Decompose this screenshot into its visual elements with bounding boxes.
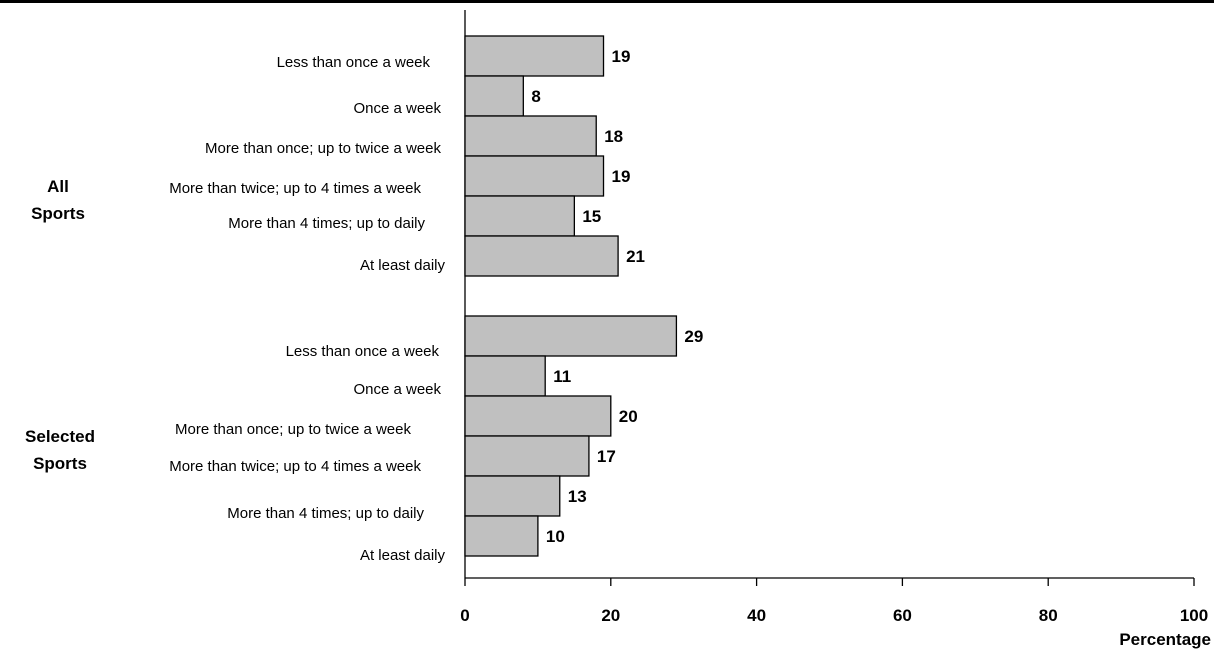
- category-label: More than once; up to twice a week: [175, 421, 411, 438]
- data-label: 11: [553, 367, 571, 386]
- category-label: More than twice; up to 4 times a week: [169, 458, 421, 475]
- labels-layer: 19 Less than once a week 8 Once a week 18 Mor…: [25, 47, 703, 564]
- category-label: Once a week: [353, 100, 441, 117]
- data-label: 29: [684, 327, 703, 346]
- category-label: More than once; up to twice a week: [205, 140, 441, 157]
- bar: [465, 196, 574, 236]
- x-tick-label: 20: [601, 606, 620, 625]
- bar: [465, 236, 618, 276]
- data-label: 8: [531, 87, 540, 106]
- x-tick-label: 0: [460, 606, 469, 625]
- data-label: 18: [604, 127, 623, 146]
- category-label: At least daily: [360, 257, 446, 274]
- category-label: Less than once a week: [286, 343, 440, 360]
- bar: [465, 36, 604, 76]
- category-label: Less than once a week: [277, 54, 431, 71]
- bar: [465, 316, 676, 356]
- x-ticks-layer: 0 20 40 60 80 100: [460, 578, 1208, 625]
- data-label: 10: [546, 527, 565, 546]
- category-label: More than 4 times; up to daily: [227, 505, 424, 522]
- group-label: Selected Sports: [25, 427, 95, 473]
- x-tick-label: 60: [893, 606, 912, 625]
- data-label: 15: [582, 207, 601, 226]
- bar: [465, 476, 560, 516]
- bar: [465, 396, 611, 436]
- bars-layer: [465, 36, 676, 556]
- x-tick-label: 40: [747, 606, 766, 625]
- bar: [465, 156, 604, 196]
- data-label: 13: [568, 487, 587, 506]
- x-tick-label: 80: [1039, 606, 1058, 625]
- category-label: Once a week: [353, 381, 441, 398]
- data-label: 19: [612, 47, 631, 66]
- bar: [465, 516, 538, 556]
- data-label: 17: [597, 447, 616, 466]
- category-label: At least daily: [360, 547, 446, 564]
- bar: [465, 76, 523, 116]
- bar: [465, 436, 589, 476]
- bar: [465, 116, 596, 156]
- bar: [465, 356, 545, 396]
- category-label: More than twice; up to 4 times a week: [169, 180, 421, 197]
- x-axis-title: Percentage: [1119, 630, 1211, 649]
- data-label: 21: [626, 247, 645, 266]
- category-label: More than 4 times; up to daily: [228, 215, 425, 232]
- x-tick-label: 100: [1180, 606, 1208, 625]
- data-label: 19: [612, 167, 631, 186]
- data-label: 20: [619, 407, 638, 426]
- group-label: All Sports: [31, 177, 85, 223]
